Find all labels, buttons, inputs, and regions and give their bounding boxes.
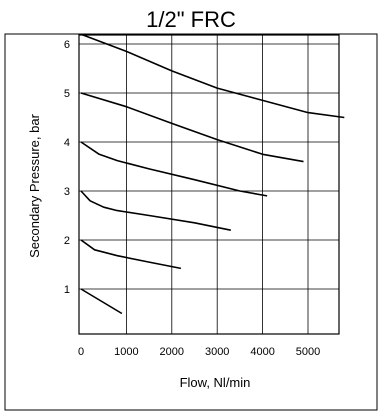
x-axis-label: Flow, Nl/min [180, 375, 251, 390]
x-tick-label: 0 [78, 346, 84, 358]
series-line-6 [80, 33, 345, 119]
y-axis-label: Secondary Pressure, bar [27, 113, 42, 257]
series-line-1 [80, 288, 123, 315]
tick-labels: 0 1000 2000 3000 4000 5000 1 2 3 4 5 6 [64, 39, 320, 358]
outer-frame [4, 33, 378, 411]
plot-area [78, 34, 340, 335]
x-tick-label: 1000 [114, 346, 138, 358]
series-line-5 [80, 92, 304, 163]
grid [79, 35, 339, 334]
series-lines [80, 33, 345, 315]
series-line-2 [80, 239, 182, 270]
y-tick-label: 5 [64, 88, 70, 100]
x-tick-label: 5000 [296, 346, 320, 358]
y-tick-label: 2 [64, 235, 70, 247]
x-tick-label: 2000 [160, 346, 184, 358]
x-tick-label: 3000 [205, 346, 229, 358]
y-tick-label: 4 [64, 137, 70, 149]
y-tick-label: 1 [64, 284, 70, 296]
series-line-3 [80, 190, 231, 231]
series-line-4 [80, 141, 268, 197]
chart-title: 1/2" FRC [146, 7, 236, 32]
y-tick-label: 6 [64, 39, 70, 51]
x-tick-label: 4000 [250, 346, 274, 358]
y-tick-label: 3 [64, 186, 70, 198]
